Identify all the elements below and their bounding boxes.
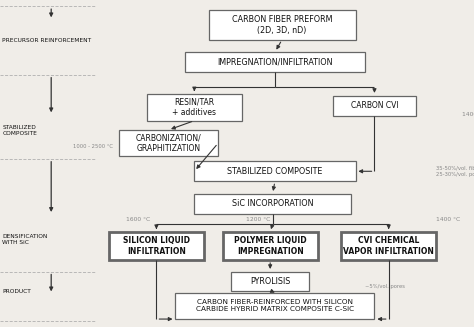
FancyBboxPatch shape xyxy=(341,232,436,260)
Text: 1400 °C: 1400 °C xyxy=(436,217,460,222)
Text: CARBON CVI: CARBON CVI xyxy=(351,101,398,111)
FancyBboxPatch shape xyxy=(109,232,204,260)
Text: 1400 °C: 1400 °C xyxy=(462,112,474,117)
Text: ~5%/vol. pores: ~5%/vol. pores xyxy=(365,284,405,289)
FancyBboxPatch shape xyxy=(147,94,242,121)
Text: 1200 °C: 1200 °C xyxy=(246,217,271,222)
Text: POLYMER LIQUID
IMPREGNATION: POLYMER LIQUID IMPREGNATION xyxy=(234,236,307,256)
Text: 1000 - 2500 °C: 1000 - 2500 °C xyxy=(73,144,113,149)
FancyBboxPatch shape xyxy=(118,130,218,157)
Text: CARBON FIBER-REINFORCED WITH SILICON
CARBIDE HYBRID MATRIX COMPOSITE C-SiC: CARBON FIBER-REINFORCED WITH SILICON CAR… xyxy=(196,299,354,312)
Text: IMPREGNATION/INFILTRATION: IMPREGNATION/INFILTRATION xyxy=(217,58,333,67)
Text: SILICON LIQUID
INFILTRATION: SILICON LIQUID INFILTRATION xyxy=(123,236,190,256)
Text: CARBONIZATION/
GRAPHITIZATION: CARBONIZATION/ GRAPHITIZATION xyxy=(136,133,201,153)
Text: RESIN/TAR
+ additives: RESIN/TAR + additives xyxy=(173,97,216,117)
FancyBboxPatch shape xyxy=(185,52,365,72)
Text: PYROLISIS: PYROLISIS xyxy=(250,277,291,286)
FancyBboxPatch shape xyxy=(194,194,351,214)
Text: 1600 °C: 1600 °C xyxy=(126,217,150,222)
Text: STABILIZED COMPOSITE: STABILIZED COMPOSITE xyxy=(227,167,323,176)
Text: STABILIZED
COMPOSITE: STABILIZED COMPOSITE xyxy=(2,125,37,136)
Text: CARBON FIBER PREFORM
(2D, 3D, nD): CARBON FIBER PREFORM (2D, 3D, nD) xyxy=(232,15,332,35)
Text: CVI CHEMICAL
VAPOR INFILTRATION: CVI CHEMICAL VAPOR INFILTRATION xyxy=(343,236,434,256)
Text: PRECURSOR REINFORCEMENT: PRECURSOR REINFORCEMENT xyxy=(2,38,91,43)
Text: PRODUCT: PRODUCT xyxy=(2,289,31,294)
FancyBboxPatch shape xyxy=(209,10,356,40)
FancyBboxPatch shape xyxy=(223,232,318,260)
FancyBboxPatch shape xyxy=(231,272,309,291)
Text: 35-50%/vol. fibers
25-30%/vol. pores: 35-50%/vol. fibers 25-30%/vol. pores xyxy=(436,166,474,177)
FancyBboxPatch shape xyxy=(333,96,416,116)
FancyBboxPatch shape xyxy=(175,293,374,319)
FancyBboxPatch shape xyxy=(194,161,356,181)
Text: SiC INCORPORATION: SiC INCORPORATION xyxy=(232,199,313,209)
Text: DENSIFICATION
WITH SiC: DENSIFICATION WITH SiC xyxy=(2,234,48,245)
